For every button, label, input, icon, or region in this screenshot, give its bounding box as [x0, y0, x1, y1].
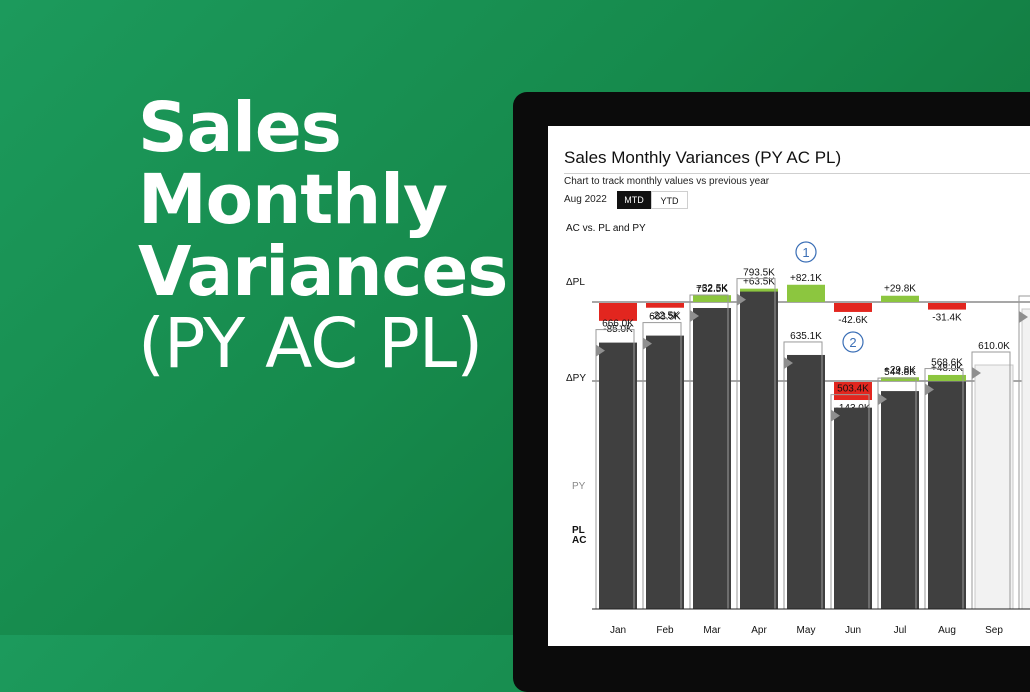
ac-bar-oct — [1021, 308, 1030, 610]
py-marker-jun — [831, 409, 840, 422]
delta-pl-bar-feb — [646, 303, 684, 308]
legend-pl: PL — [572, 525, 585, 536]
delta-pl-bar-jul — [881, 295, 919, 302]
report-title: Sales Monthly Variances (PY AC PL) — [564, 148, 842, 167]
delta-pl-label-mar: +32.5K — [696, 283, 728, 294]
x-tick-may: May — [797, 625, 816, 636]
ac-bar-jun — [834, 407, 872, 609]
variance-chart: -85.0K-22.5K+32.5K+63.5K +82.1K-42.6K+29.… — [592, 241, 1030, 636]
annotation-number-1: 1 — [802, 245, 809, 260]
ac-bar-may — [787, 354, 825, 609]
py-marker-mar — [690, 310, 699, 322]
ac-label-aug: 568.6K — [931, 358, 963, 369]
x-tick-sep: Sep — [985, 625, 1003, 636]
py-marker-feb — [643, 337, 652, 350]
headline-line-3: Variances — [138, 232, 508, 312]
delta-pl-label-jul: +29.8K — [884, 284, 916, 295]
delta-py-label-jul: +29.8K — [884, 365, 916, 376]
delta-pl-label-apr: +63.5K — [743, 277, 775, 288]
mtd-toggle[interactable]: MTD — [617, 191, 651, 209]
headline-line-1: Sales — [138, 88, 342, 168]
delta-pl-bar-may — [787, 284, 825, 302]
ytd-toggle[interactable]: YTD — [651, 191, 688, 209]
pl-outline-oct — [1018, 295, 1030, 610]
delta-pl-label-feb: -22.5K — [650, 311, 680, 322]
ac-label-feb: 683.5K — [649, 312, 681, 323]
ac-bar-sep — [974, 364, 1014, 610]
report-screen: Sales Monthly Variances (PY AC PL) Chart… — [548, 126, 1030, 646]
ac-bar-feb — [646, 335, 684, 609]
delta-pl-label: ΔPL — [566, 277, 585, 288]
py-marker-jul — [878, 393, 887, 406]
ac-label-jul: 544.8K — [884, 367, 916, 378]
delta-pl-label-aug: -31.4K — [932, 313, 962, 324]
ac-bar-aug — [928, 381, 966, 609]
annotation-circle-1 — [795, 241, 817, 263]
ac-bar-apr — [740, 291, 778, 609]
ac-label-may: 635.1K — [790, 331, 822, 342]
period-label: Aug 2022 — [564, 194, 607, 205]
headline-line-2: Monthly — [138, 160, 448, 240]
section-label: AC vs. PL and PY — [566, 223, 646, 234]
delta-py-label: ΔPY — [566, 373, 587, 384]
delta-pl-bar-jun — [834, 303, 872, 312]
delta-py-bar-jul — [881, 377, 919, 381]
x-tick-feb: Feb — [656, 625, 674, 636]
x-tick-mar: Mar — [703, 625, 721, 636]
delta-pl-label-jun: -42.6K — [838, 315, 868, 326]
x-tick-jul: Jul — [894, 625, 907, 636]
ac-bar-mar — [693, 308, 731, 609]
title-divider — [564, 173, 1030, 174]
delta-pl-bar-mar — [693, 295, 731, 302]
annotation-number-2: 2 — [849, 335, 856, 350]
py-marker-sep — [972, 367, 981, 379]
x-tick-jan: Jan — [610, 625, 626, 636]
ac-label-sep: 610.0K — [978, 341, 1010, 352]
py-marker-may — [784, 356, 793, 369]
legend-pl-ac: PL AC — [572, 526, 592, 546]
py-marker-oct — [1019, 311, 1028, 323]
ac-bar-jan — [599, 342, 637, 609]
legend-py: PY — [572, 481, 586, 492]
annotation-circle-2 — [842, 331, 864, 353]
x-tick-jun: Jun — [845, 625, 861, 636]
ac-label-jun: 503.4K — [837, 384, 869, 395]
py-marker-apr — [737, 293, 746, 306]
x-tick-aug: Aug — [938, 625, 956, 636]
delta-pl-bar-aug — [928, 303, 966, 310]
ac-label-apr: 793.5K — [743, 268, 775, 279]
headline: Sales Monthly Variances (PY AC PL) — [138, 88, 508, 384]
py-marker-aug — [925, 383, 934, 396]
delta-pl-bar-jan — [599, 303, 637, 321]
headline-line-4: (PY AC PL) — [138, 304, 483, 384]
delta-py-bar-jun — [834, 382, 872, 401]
py-marker-jan — [596, 344, 605, 357]
legend-ac: AC — [572, 535, 587, 546]
delta-pl-label-may: +82.1K — [790, 273, 822, 284]
ac-bar-jul — [881, 391, 919, 609]
report-subtitle: Chart to track monthly values vs previou… — [564, 176, 770, 187]
ac-label-mar: 752.5K — [696, 284, 728, 295]
delta-py-bar-aug — [928, 374, 966, 381]
x-tick-apr: Apr — [751, 625, 767, 636]
ac-label-jan: 666.0K — [602, 319, 634, 330]
